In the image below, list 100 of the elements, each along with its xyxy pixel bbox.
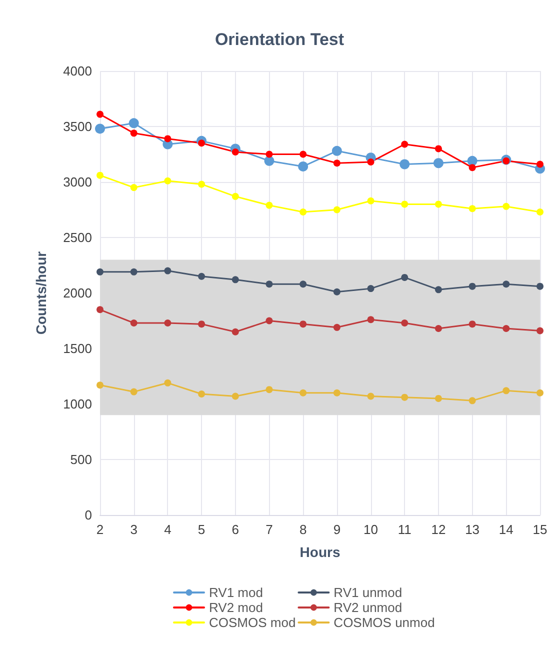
x-axis-title: Hours (300, 544, 340, 560)
point (232, 148, 239, 156)
y-tick-label: 2500 (63, 230, 92, 245)
legend-label: RV2 unmod (334, 600, 402, 615)
point (198, 180, 206, 188)
legend-label: COSMOS unmod (334, 615, 435, 630)
x-tick-label: 10 (364, 522, 378, 537)
x-tick-label: 14 (498, 522, 514, 537)
x-tick-label: 5 (198, 522, 206, 537)
legend-label: RV2 mod (209, 600, 263, 615)
legend-label: RV1 unmod (334, 585, 402, 600)
point (300, 280, 307, 288)
point (367, 316, 374, 324)
point (468, 282, 476, 290)
point (264, 156, 274, 166)
x-tick-label: 9 (333, 522, 341, 537)
point (401, 140, 408, 148)
point (232, 392, 239, 400)
x-tick-label: 12 (431, 522, 446, 537)
y-tick-label: 1500 (63, 341, 92, 356)
point (502, 325, 510, 332)
point (96, 110, 104, 118)
point (401, 319, 408, 326)
point (96, 172, 104, 179)
point (434, 145, 442, 152)
point (232, 328, 239, 336)
point (401, 394, 408, 401)
point (130, 130, 138, 137)
point (332, 146, 342, 156)
x-tick-label: 7 (266, 522, 273, 537)
point (433, 158, 444, 168)
point (467, 156, 478, 166)
point (468, 397, 476, 404)
point (367, 197, 374, 204)
point (198, 390, 206, 398)
y-tick-label: 2000 (63, 286, 92, 300)
point (333, 160, 340, 167)
point (164, 267, 172, 274)
point (130, 268, 138, 276)
point (300, 150, 307, 158)
point (536, 389, 544, 396)
point (434, 200, 442, 208)
point (333, 288, 340, 296)
point (130, 388, 138, 396)
point (468, 164, 476, 172)
point (434, 394, 442, 402)
x-tick-label: 2 (96, 522, 104, 537)
point (130, 319, 138, 326)
point (333, 324, 340, 331)
point (300, 389, 307, 396)
point (96, 306, 104, 314)
point (232, 276, 239, 284)
point (232, 192, 239, 200)
chart-title: Orientation Test (214, 30, 344, 49)
point (266, 202, 273, 209)
point (96, 382, 104, 389)
x-tick-label: 3 (130, 522, 138, 537)
point (198, 320, 206, 328)
y-tick-label: 3500 (63, 119, 92, 134)
point (164, 319, 172, 326)
point (536, 160, 544, 168)
point (400, 159, 410, 170)
point (266, 150, 273, 158)
point (434, 325, 442, 332)
point (198, 272, 206, 280)
point (434, 286, 442, 294)
point (367, 392, 374, 400)
point (367, 285, 374, 292)
point (401, 274, 408, 281)
point (367, 158, 374, 166)
y-tick-label: 500 (70, 452, 92, 467)
point (164, 135, 172, 142)
point (300, 208, 307, 216)
point (502, 202, 510, 210)
point (95, 124, 105, 134)
point (198, 140, 206, 147)
point (333, 389, 340, 396)
point (298, 161, 308, 172)
point (502, 387, 510, 394)
point (266, 280, 273, 288)
y-tick-label: 3000 (63, 174, 92, 190)
point (468, 205, 476, 212)
y-tick-label: 1000 (63, 396, 92, 412)
y-tick-label: 4000 (63, 64, 92, 78)
point (536, 208, 544, 216)
point (333, 206, 340, 214)
point (536, 327, 544, 334)
legend-label: COSMOS mod (209, 615, 296, 630)
point (128, 118, 139, 128)
y-axis-title: Counts/hour (33, 250, 49, 335)
legend-label: RV1 mod (209, 585, 263, 600)
point (300, 320, 307, 328)
y-tick-label: 0 (84, 508, 92, 522)
point (502, 157, 510, 164)
point (266, 317, 273, 324)
x-tick-label: 11 (398, 522, 412, 537)
point (502, 280, 510, 288)
point (164, 379, 172, 386)
point (266, 386, 273, 394)
x-tick-label: 8 (299, 522, 307, 537)
